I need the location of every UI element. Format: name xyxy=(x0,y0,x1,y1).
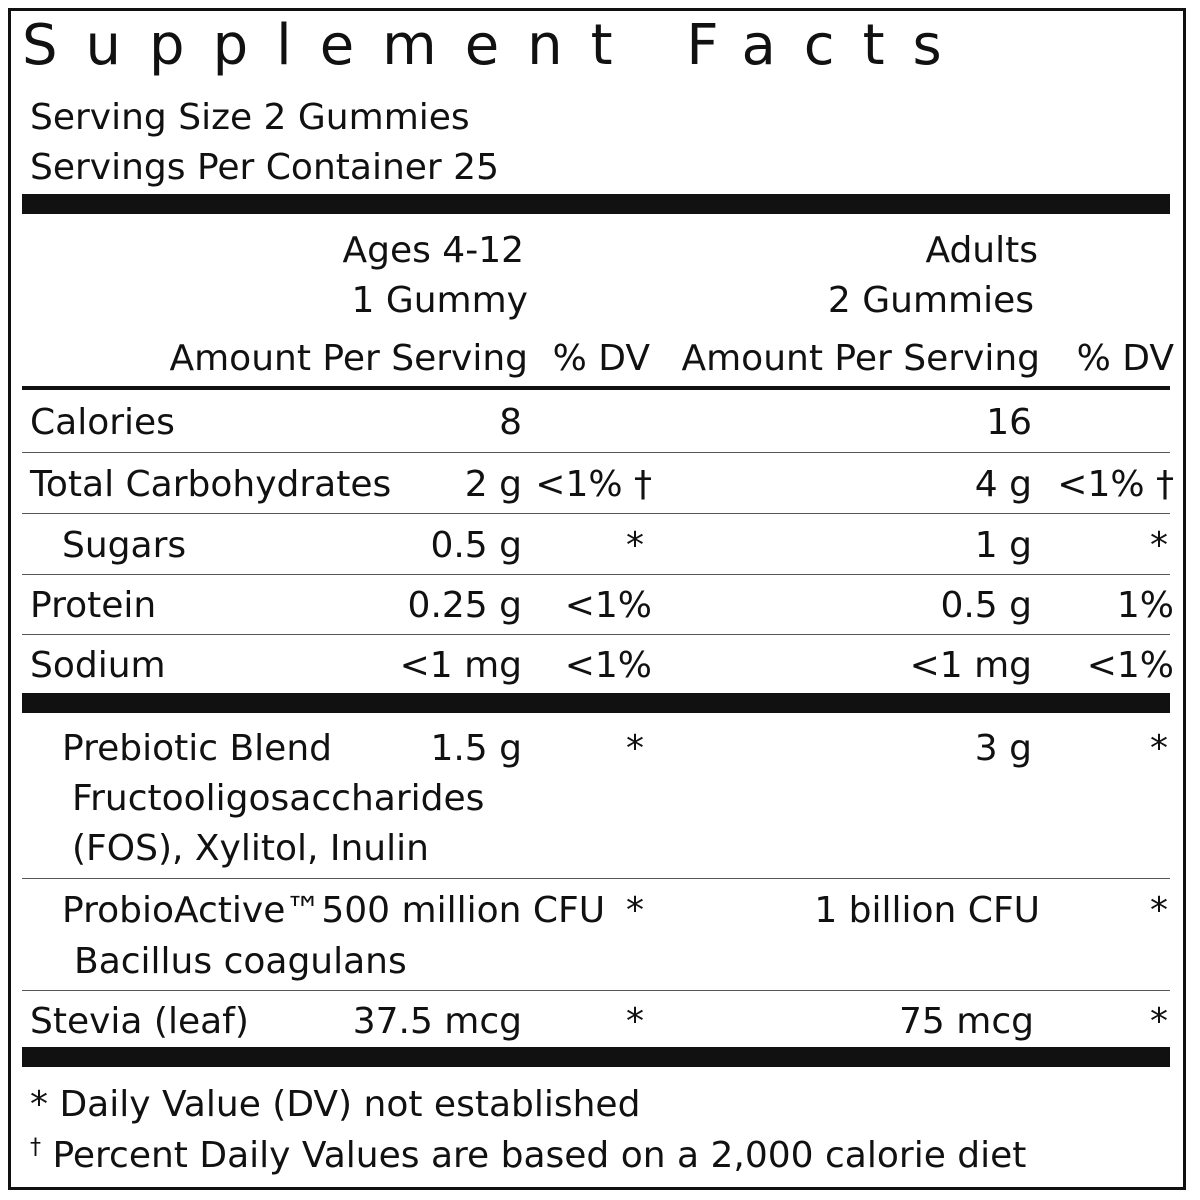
prebiotic-adult-dv: * xyxy=(1150,728,1168,769)
dagger-symbol: † xyxy=(30,1135,41,1160)
kids-dv-header: % DV xyxy=(552,338,650,379)
adults-group-header: Adults xyxy=(925,230,1038,271)
footnote-asterisk: * Daily Value (DV) not established xyxy=(30,1084,641,1125)
row-protein-kids-dv: <1% xyxy=(564,585,652,626)
prebiotic-kids-amount: 1.5 g xyxy=(430,728,522,769)
row-protein-adult-amount: 0.5 g xyxy=(940,585,1032,626)
stevia-name: Stevia (leaf) xyxy=(30,1001,249,1042)
supplement-facts-panel xyxy=(8,8,1186,1190)
prebiotic-sub1: Fructooligosaccharides xyxy=(72,778,485,819)
panel-title: Supplement Facts xyxy=(22,13,970,78)
stevia-kids-amount: 37.5 mcg xyxy=(352,1001,522,1042)
stevia-kids-dv: * xyxy=(626,1001,644,1042)
row-divider xyxy=(22,634,1170,635)
thick-divider xyxy=(22,194,1170,214)
row-sugars-kids-dv: * xyxy=(626,525,644,566)
row-sodium-name: Sodium xyxy=(30,645,166,686)
row-divider xyxy=(22,574,1170,575)
probiotic-kids-dv: * xyxy=(626,890,644,931)
row-divider xyxy=(22,878,1170,879)
row-sodium-adult-dv: <1% xyxy=(1086,645,1174,686)
row-carbs-kids-amount: 2 g xyxy=(464,464,522,505)
servings-per-container: Servings Per Container 25 xyxy=(30,147,499,188)
row-carbs-kids-dv: <1% † xyxy=(535,464,652,505)
row-carbs-adult-amount: 4 g xyxy=(974,464,1032,505)
row-sodium-kids-amount: <1 mg xyxy=(399,645,522,686)
footnote-dagger: † Percent Daily Values are based on a 2,… xyxy=(30,1136,1026,1176)
row-divider xyxy=(22,513,1170,514)
row-divider xyxy=(22,452,1170,453)
header-divider xyxy=(22,386,1170,390)
row-sugars-name: Sugars xyxy=(62,525,187,566)
row-sugars-adult-dv: * xyxy=(1150,525,1168,566)
prebiotic-name: Prebiotic Blend xyxy=(62,728,332,769)
row-divider xyxy=(22,990,1170,991)
adults-dv-header: % DV xyxy=(1076,338,1174,379)
kids-serving-header: 1 Gummy xyxy=(351,280,528,321)
row-sugars-kids-amount: 0.5 g xyxy=(430,525,522,566)
probiotic-sub1: Bacillus coagulans xyxy=(74,941,407,982)
probiotic-name: ProbioActive™500 million CFU xyxy=(62,890,606,931)
probiotic-adult-amount: 1 billion CFU xyxy=(814,890,1040,931)
row-sodium-adult-amount: <1 mg xyxy=(909,645,1032,686)
row-protein-adult-dv: 1% xyxy=(1116,585,1174,626)
row-sugars-adult-amount: 1 g xyxy=(974,525,1032,566)
row-sodium-kids-dv: <1% xyxy=(564,645,652,686)
kids-group-header: Ages 4-12 xyxy=(342,230,524,271)
prebiotic-adult-amount: 3 g xyxy=(974,728,1032,769)
stevia-adult-dv: * xyxy=(1150,1001,1168,1042)
prebiotic-sub2: (FOS), Xylitol, Inulin xyxy=(72,828,429,869)
serving-size: Serving Size 2 Gummies xyxy=(30,97,470,138)
probiotic-adult-dv: * xyxy=(1150,890,1168,931)
row-calories-name: Calories xyxy=(30,402,175,443)
row-carbs-adult-dv: <1% † xyxy=(1057,464,1174,505)
prebiotic-kids-dv: * xyxy=(626,728,644,769)
row-carbs-name: Total Carbohydrates xyxy=(30,464,392,505)
stevia-adult-amount: 75 mcg xyxy=(899,1001,1034,1042)
row-calories-kids-amount: 8 xyxy=(499,402,522,443)
adults-serving-header: 2 Gummies xyxy=(827,280,1034,321)
row-protein-kids-amount: 0.25 g xyxy=(407,585,522,626)
footnote-dagger-text: Percent Daily Values are based on a 2,00… xyxy=(52,1135,1027,1176)
adults-amount-header: Amount Per Serving xyxy=(681,338,1040,379)
row-protein-name: Protein xyxy=(30,585,157,626)
kids-amount-header: Amount Per Serving xyxy=(169,338,528,379)
row-calories-adult-amount: 16 xyxy=(986,402,1032,443)
thick-divider xyxy=(22,1047,1170,1067)
thick-divider xyxy=(22,693,1170,713)
